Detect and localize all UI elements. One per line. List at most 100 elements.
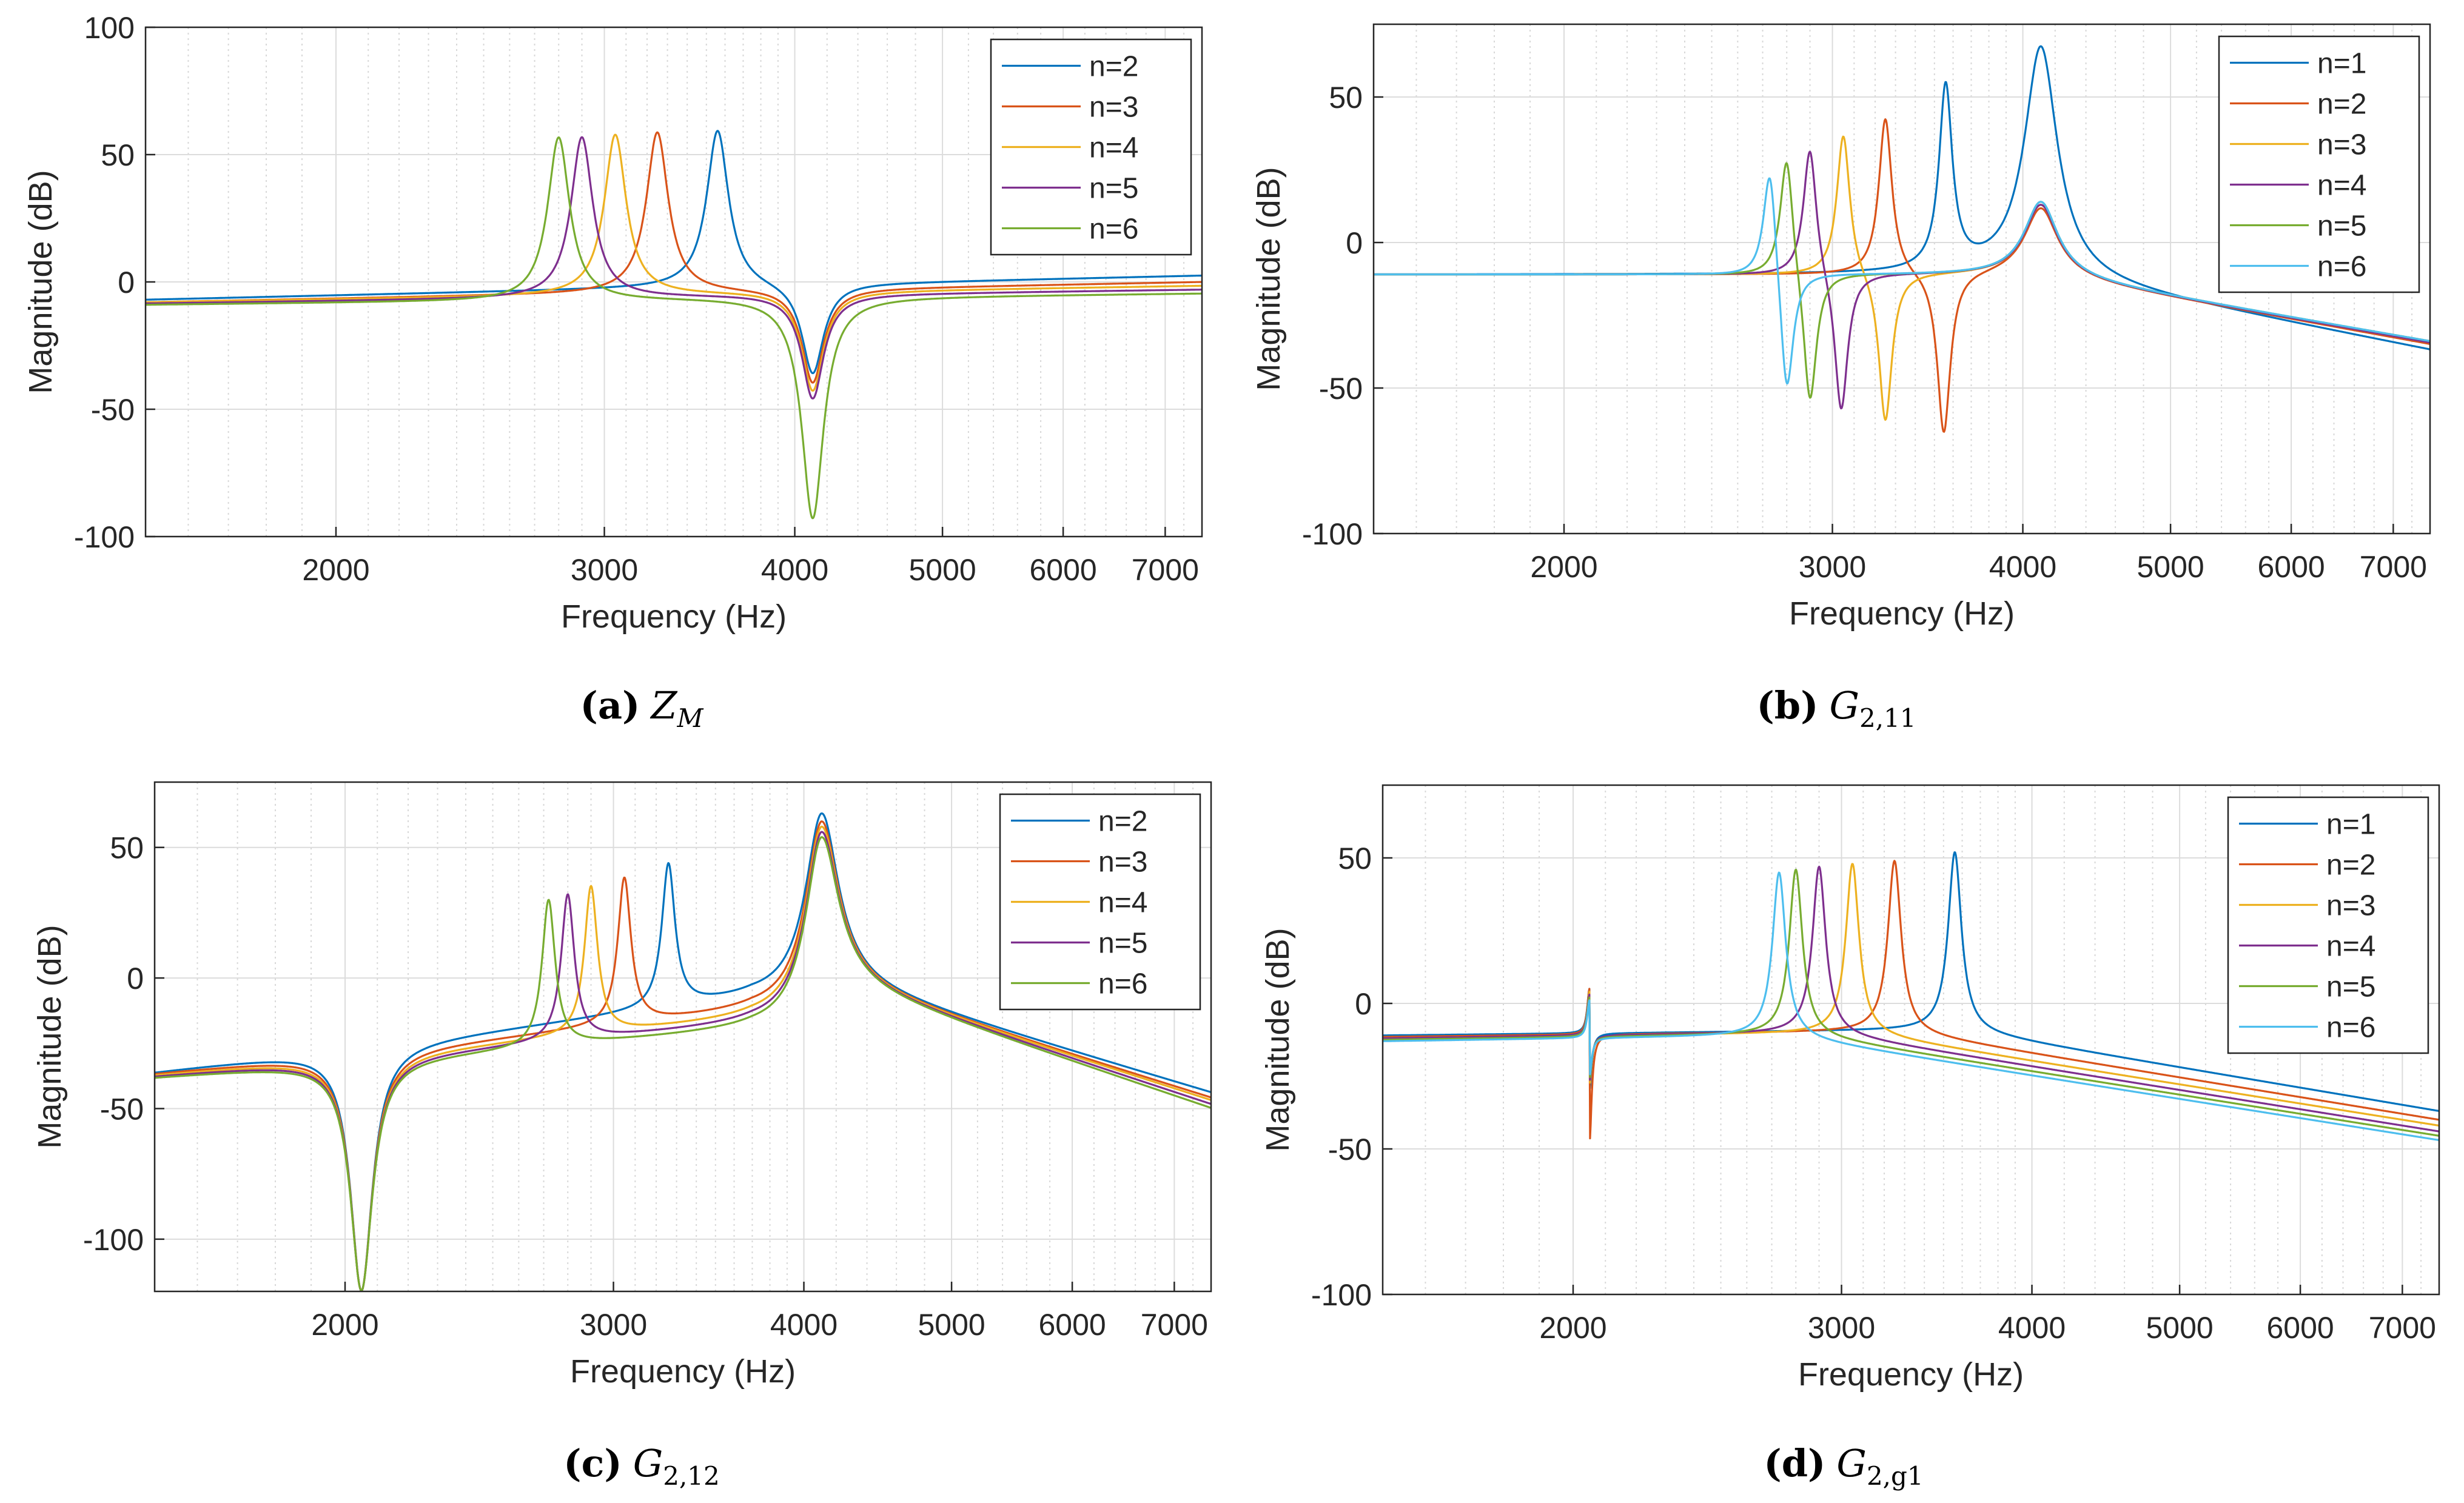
y-tick-label: -50	[1328, 1133, 1372, 1167]
x-tick-label: 2000	[1530, 550, 1597, 584]
series-line-n4	[1383, 865, 2439, 1133]
chart-panel-2: 2000 3000 4000 5000 6000 7000 -100 -50 0 50 Freque…	[1250, 23, 2431, 733]
series-line-n4	[155, 825, 1211, 1291]
series-line-n6	[1374, 177, 2430, 385]
x-tick-label: 3000	[580, 1308, 647, 1342]
axes-box	[1372, 23, 2431, 535]
y-tick-label: 50	[101, 138, 135, 172]
legend-entry: n=2	[2317, 89, 2366, 121]
legend: n=2 n=3 n=4 n=5 n=6	[999, 793, 1201, 1011]
legend-entry: n=4	[2317, 170, 2366, 202]
caption-symbol: Z	[650, 683, 677, 728]
y-tick-label: 50	[110, 831, 144, 865]
y-tick-label: 100	[84, 11, 135, 45]
series-line-n2	[1383, 860, 2439, 1140]
y-tick-label: -100	[83, 1223, 144, 1257]
y-tick-label: 0	[1355, 987, 1372, 1021]
legend-entry: n=6	[1098, 968, 1147, 1000]
caption-subscript: 2,12	[663, 1461, 720, 1491]
caption-symbol: G	[1829, 683, 1859, 728]
panel-caption: (c) G2,12	[563, 1441, 719, 1491]
series-line-n4	[146, 133, 1202, 392]
y-tick-label: -50	[100, 1092, 144, 1126]
y-axis-title: Magnitude (dB)	[1260, 928, 1296, 1151]
legend-entry: n=3	[1089, 92, 1138, 124]
series-line-n2	[155, 812, 1211, 1291]
y-tick-label: -100	[74, 520, 135, 554]
y-tick-label: -50	[1319, 372, 1363, 406]
legend-entry: n=6	[2326, 1012, 2375, 1044]
panel-caption: (a) ZM	[580, 683, 704, 733]
x-axis-title: Frequency (Hz)	[1789, 595, 2015, 632]
caption-subscript: 2,g1	[1867, 1461, 1924, 1491]
series-line-n6	[146, 136, 1202, 520]
x-tick-label: 2000	[311, 1308, 378, 1342]
series-line-n6	[1383, 871, 2439, 1142]
legend-entry: n=4	[1098, 887, 1147, 919]
caption-symbol: G	[1836, 1441, 1867, 1485]
axes-box	[153, 781, 1212, 1293]
panel-caption: (d) G2,g1	[1764, 1441, 1923, 1491]
legend: n=2 n=3 n=4 n=5 n=6	[990, 38, 1192, 256]
legend-entry: n=2	[1098, 806, 1147, 838]
x-tick-label: 7000	[1141, 1308, 1208, 1342]
x-tick-label: 5000	[2146, 1311, 2213, 1345]
y-tick-label: -50	[91, 393, 135, 427]
panel-label: (a)	[580, 683, 640, 728]
chart-panel-1: 2000 3000 4000 5000 6000 7000 -100 -50 0 50 100 Fre…	[22, 11, 1203, 733]
y-tick-label: -100	[1311, 1278, 1372, 1312]
x-axis-title: Frequency (Hz)	[1798, 1356, 2024, 1393]
series-line-n5	[1383, 868, 2439, 1137]
legend-box	[2218, 35, 2420, 293]
y-tick-label: 50	[1338, 842, 1372, 875]
x-tick-label: 5000	[918, 1308, 985, 1342]
legend: n=1 n=2 n=3 n=4 n=5 n=6	[2227, 796, 2429, 1054]
y-axis-title: Magnitude (dB)	[1250, 167, 1287, 390]
legend-entry: n=6	[1089, 213, 1138, 246]
series-lines	[1374, 45, 2430, 433]
x-tick-label: 6000	[1029, 553, 1096, 587]
legend-entry: n=1	[2326, 809, 2375, 841]
caption-symbol: G	[633, 1441, 663, 1485]
legend-entry: n=5	[2317, 210, 2366, 243]
x-tick-label: 7000	[2360, 550, 2427, 584]
x-tick-label: 4000	[770, 1308, 838, 1342]
series-lines	[155, 812, 1211, 1291]
x-tick-label: 6000	[2257, 550, 2325, 584]
panel-label: (c)	[563, 1441, 622, 1485]
y-tick-label: 0	[127, 962, 144, 996]
caption-subscript: 2,11	[1859, 703, 1916, 733]
y-tick-label: 0	[1346, 226, 1363, 260]
y-axis-title: Magnitude (dB)	[32, 925, 68, 1148]
x-tick-label: 4000	[1989, 550, 2056, 584]
legend-entry: n=3	[2326, 890, 2375, 922]
y-tick-label: 0	[118, 266, 135, 300]
legend-entry: n=4	[1089, 132, 1138, 164]
y-tick-label: -100	[1302, 517, 1363, 551]
y-axis-title: Magnitude (dB)	[22, 170, 59, 393]
chart-panel-3: 2000 3000 4000 5000 6000 7000 -100 -50 0 50 Freque…	[32, 781, 1212, 1491]
legend-box	[2227, 796, 2429, 1054]
caption-subscript: M	[676, 703, 703, 733]
legend-entry: n=5	[1098, 928, 1147, 960]
legend-entry: n=6	[2317, 251, 2366, 283]
x-tick-label: 4000	[1998, 1311, 2066, 1345]
legend-entry: n=5	[2326, 971, 2375, 1003]
grid	[155, 782, 1211, 1291]
x-tick-label: 4000	[761, 553, 828, 587]
chart-panel-4: 2000 3000 4000 5000 6000 7000 -100 -50 0 50 Freque…	[1260, 784, 2440, 1491]
series-line-n5	[155, 831, 1211, 1291]
series-line-n1	[1383, 851, 2439, 1113]
x-tick-label: 5000	[908, 553, 976, 587]
series-line-n3	[155, 820, 1211, 1291]
series-line-n5	[146, 136, 1202, 400]
series-line-n6	[155, 836, 1211, 1291]
axes-box	[1381, 784, 2440, 1296]
x-tick-label: 6000	[1038, 1308, 1106, 1342]
panel-label: (b)	[1756, 683, 1818, 728]
x-tick-label: 7000	[1132, 553, 1199, 587]
y-tick-label: 50	[1329, 81, 1363, 115]
legend-entry: n=5	[1089, 173, 1138, 205]
panel-caption: (b) G2,11	[1756, 683, 1916, 733]
legend-entry: n=2	[2326, 849, 2375, 882]
